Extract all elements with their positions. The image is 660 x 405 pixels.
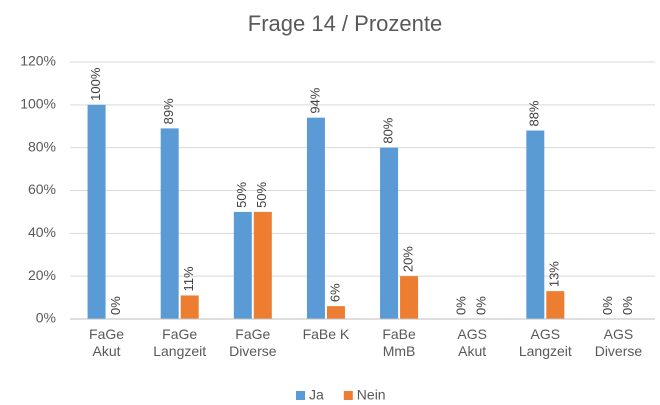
x-tick-label: AGS Akut bbox=[457, 326, 487, 359]
y-tick-label: 40% bbox=[28, 224, 56, 240]
legend-label: Ja bbox=[309, 387, 324, 403]
data-label: 50% bbox=[254, 181, 269, 207]
x-tick-label: AGS Diverse bbox=[594, 326, 643, 359]
data-label: 0% bbox=[474, 296, 489, 315]
legend-swatch bbox=[343, 391, 353, 400]
data-label: 80% bbox=[381, 117, 396, 143]
y-tick-label: 60% bbox=[28, 181, 56, 197]
x-tick-label: FaGe Akut bbox=[89, 326, 125, 359]
data-label: 89% bbox=[161, 98, 176, 124]
data-label: 88% bbox=[527, 100, 542, 126]
data-label: 11% bbox=[181, 266, 196, 291]
data-label: 0% bbox=[454, 296, 469, 315]
data-label: 94% bbox=[307, 87, 322, 113]
bar bbox=[400, 276, 419, 319]
x-tick-label: AGS Langzeit bbox=[518, 326, 572, 359]
bar bbox=[233, 211, 252, 319]
bar bbox=[160, 128, 179, 319]
data-label: 20% bbox=[401, 246, 416, 272]
bar bbox=[380, 147, 399, 319]
data-label: 50% bbox=[234, 181, 249, 207]
bar bbox=[87, 104, 106, 319]
x-tick-label: FaBe K bbox=[302, 326, 350, 342]
data-label: 0% bbox=[600, 296, 615, 315]
bar bbox=[180, 295, 199, 319]
y-tick-label: 0% bbox=[36, 310, 56, 326]
legend-label: Nein bbox=[357, 387, 386, 403]
data-label: 0% bbox=[108, 296, 123, 315]
bar bbox=[326, 306, 345, 319]
bar bbox=[546, 291, 565, 319]
data-label: 100% bbox=[88, 67, 103, 101]
bar bbox=[306, 117, 325, 319]
data-label: 13% bbox=[547, 261, 562, 287]
y-tick-label: 20% bbox=[28, 267, 56, 283]
y-tick-label: 80% bbox=[28, 138, 56, 154]
bar bbox=[526, 130, 545, 319]
x-tick-label: FaGe Langzeit bbox=[153, 326, 207, 359]
bar bbox=[253, 211, 272, 319]
data-label: 6% bbox=[327, 283, 342, 302]
y-tick-label: 100% bbox=[20, 96, 56, 112]
chart-title: Frage 14 / Prozente bbox=[248, 11, 442, 36]
legend-swatch bbox=[296, 391, 305, 400]
x-tick-label: FaGe Diverse bbox=[229, 326, 277, 359]
data-label: 0% bbox=[620, 296, 635, 315]
x-tick-label: FaBe MmB bbox=[382, 326, 416, 359]
y-tick-label: 120% bbox=[20, 53, 56, 69]
